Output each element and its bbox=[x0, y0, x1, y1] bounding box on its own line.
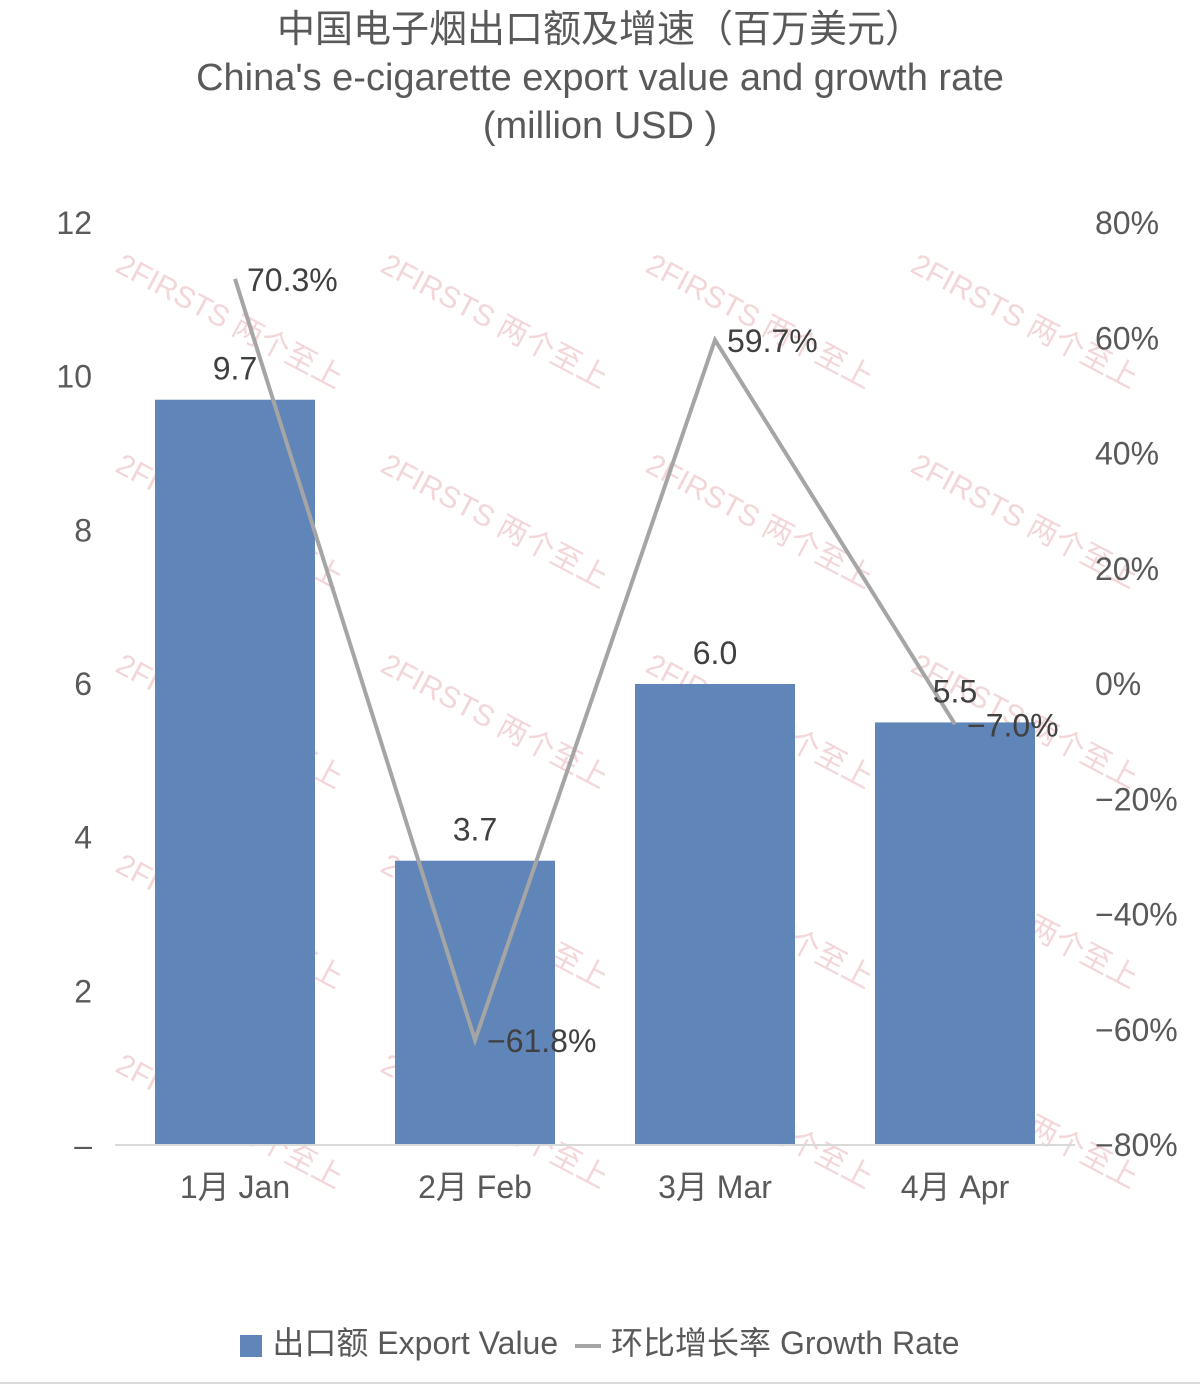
legend-line-swatch bbox=[575, 1343, 602, 1348]
right-tick-label: 80% bbox=[1095, 205, 1159, 241]
right-tick-label: −80% bbox=[1095, 1127, 1178, 1163]
growth-value-label: 70.3% bbox=[247, 262, 338, 298]
category-label: 4月 Apr bbox=[901, 1169, 1010, 1205]
export-bar bbox=[635, 684, 795, 1145]
right-tick-label: 0% bbox=[1095, 666, 1141, 702]
watermark-text: 2FIRSTS 两个至上 bbox=[641, 448, 879, 595]
right-tick-label: 40% bbox=[1095, 436, 1159, 472]
category-label: 1月 Jan bbox=[180, 1169, 290, 1205]
chart-title-en: China's e-cigarette export value and gro… bbox=[196, 57, 1004, 99]
chart-canvas: 2FIRSTS 两个至上 2FIRSTS 两个至上 2FIRSTS 两个至上 2FIR… bbox=[56, 205, 1178, 1205]
left-tick-label: 10 bbox=[56, 359, 92, 395]
category-axis-ticks: 1月 Jan 2月 Feb 3月 Mar 4月 Apr bbox=[180, 1169, 1010, 1205]
watermark-text: 2FIRSTS 两个至上 bbox=[376, 448, 614, 595]
right-axis-ticks: −80% −60% −40% −20% 0% 20% 40% 60% 80% bbox=[1095, 205, 1178, 1163]
category-label: 3月 Mar bbox=[658, 1169, 772, 1205]
right-tick-label: −60% bbox=[1095, 1012, 1178, 1048]
legend: 出口额 Export Value 环比增长率 Growth Rate bbox=[0, 1318, 1200, 1364]
left-tick-label: 2 bbox=[74, 973, 92, 1009]
bar-value-label: 6.0 bbox=[693, 635, 737, 671]
right-tick-label: −20% bbox=[1095, 781, 1178, 817]
export-bar bbox=[155, 399, 315, 1145]
watermark-text: 2FIRSTS 两个至上 bbox=[641, 248, 879, 395]
growth-value-label: 59.7% bbox=[727, 323, 818, 359]
bar-value-label: 5.5 bbox=[933, 673, 977, 709]
growth-value-label: −61.8% bbox=[487, 1023, 596, 1059]
left-tick-label: 4 bbox=[74, 820, 92, 856]
left-tick-label: 12 bbox=[56, 205, 92, 241]
bottom-divider bbox=[0, 1382, 1200, 1384]
bar-value-label: 9.7 bbox=[213, 351, 257, 387]
chart-title-zh: 中国电子烟出口额及增速（百万美元） bbox=[276, 9, 923, 51]
growth-line-series bbox=[233, 278, 957, 1047]
left-tick-label: 6 bbox=[74, 666, 92, 702]
legend-bar-swatch bbox=[240, 1334, 263, 1357]
legend-bar-label: 出口额 Export Value bbox=[272, 1325, 559, 1361]
left-tick-label: 8 bbox=[74, 512, 92, 548]
export-bar bbox=[395, 860, 555, 1145]
left-tick-label: – bbox=[74, 1127, 92, 1163]
chart-title-unit: (million USD ) bbox=[482, 105, 718, 147]
legend-item-growth: 环比增长率 Growth Rate bbox=[575, 1318, 960, 1364]
right-tick-label: 20% bbox=[1095, 551, 1159, 587]
left-axis-ticks: – 2 4 6 8 10 12 bbox=[56, 205, 92, 1163]
right-tick-label: 60% bbox=[1095, 320, 1159, 356]
growth-rate-line bbox=[233, 278, 957, 1047]
growth-value-label: −7.0% bbox=[967, 707, 1059, 743]
bar-value-label: 3.7 bbox=[453, 812, 497, 848]
category-label: 2月 Feb bbox=[418, 1169, 532, 1205]
legend-item-export: 出口额 Export Value bbox=[240, 1318, 558, 1364]
export-bar bbox=[875, 722, 1035, 1145]
right-tick-label: −40% bbox=[1095, 897, 1178, 933]
legend-line-label: 环比增长率 Growth Rate bbox=[611, 1325, 960, 1361]
watermark-text: 2FIRSTS 两个至上 bbox=[376, 648, 614, 795]
bar-series bbox=[155, 399, 1035, 1145]
watermark-text: 2FIRSTS 两个至上 bbox=[376, 248, 614, 395]
data-labels: 9.7 3.7 6.0 5.5 70.3% −61.8% 59.7% −7.0% bbox=[213, 262, 1059, 1059]
